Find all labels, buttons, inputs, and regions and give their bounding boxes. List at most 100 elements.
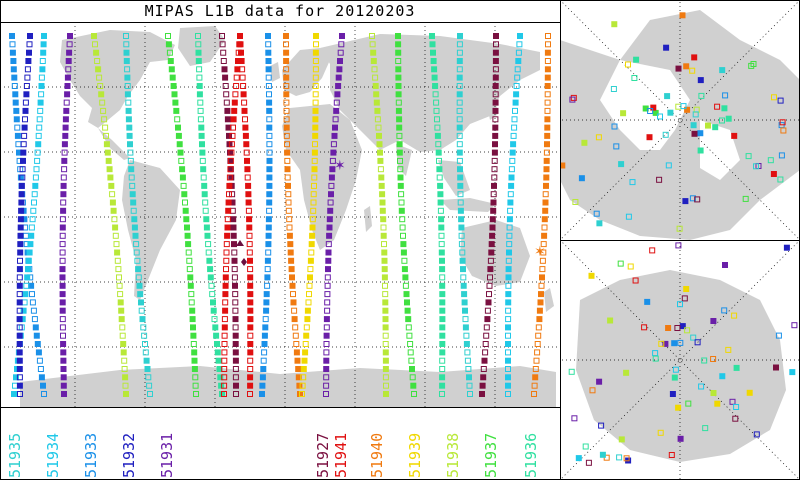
measurement-marker bbox=[458, 241, 465, 248]
measurement-marker bbox=[439, 266, 446, 273]
measurement-marker bbox=[233, 74, 240, 81]
measurement-marker bbox=[247, 324, 254, 331]
measurement-marker bbox=[128, 166, 135, 173]
measurement-marker bbox=[569, 96, 576, 103]
measurement-marker bbox=[245, 207, 252, 214]
measurement-marker bbox=[509, 157, 516, 164]
measurement-marker bbox=[439, 291, 446, 298]
measurement-marker bbox=[307, 257, 314, 264]
measurement-marker bbox=[492, 91, 499, 98]
measurement-marker bbox=[65, 58, 72, 64]
measurement-marker bbox=[266, 199, 273, 206]
measurement-marker bbox=[266, 157, 273, 164]
measurement-marker bbox=[284, 149, 291, 156]
measurement-marker bbox=[508, 174, 515, 181]
measurement-marker bbox=[731, 312, 738, 319]
measurement-marker bbox=[59, 324, 66, 331]
measurement-marker bbox=[17, 257, 23, 264]
measurement-marker bbox=[399, 216, 406, 223]
measurement-marker bbox=[429, 33, 435, 39]
measurement-marker bbox=[29, 291, 35, 298]
measurement-marker bbox=[544, 74, 551, 81]
measurement-marker bbox=[33, 332, 40, 339]
measurement-marker bbox=[646, 134, 653, 141]
measurement-marker bbox=[266, 124, 273, 131]
measurement-marker bbox=[437, 182, 444, 189]
measurement-marker bbox=[380, 224, 387, 231]
measurement-marker bbox=[190, 332, 197, 339]
measurement-marker bbox=[123, 58, 130, 64]
measurement-marker bbox=[244, 174, 251, 181]
measurement-marker bbox=[505, 291, 512, 298]
measurement-marker bbox=[332, 124, 338, 131]
measurement-marker bbox=[373, 91, 380, 98]
measurement-marker bbox=[121, 357, 128, 364]
measurement-marker bbox=[231, 107, 238, 114]
measurement-marker bbox=[283, 83, 290, 89]
measurement-marker bbox=[685, 400, 692, 407]
measurement-marker bbox=[182, 199, 188, 206]
measurement-marker bbox=[247, 332, 254, 339]
measurement-marker bbox=[123, 391, 129, 397]
measurement-marker bbox=[265, 41, 272, 48]
measurement-marker bbox=[395, 41, 402, 48]
measurement-marker bbox=[292, 324, 299, 331]
measurement-marker bbox=[209, 291, 216, 298]
measurement-marker bbox=[208, 282, 215, 289]
measurement-marker bbox=[41, 33, 47, 39]
measurement-marker bbox=[401, 266, 408, 273]
measurement-marker bbox=[196, 74, 203, 81]
measurement-marker bbox=[789, 369, 796, 376]
measurement-marker bbox=[323, 341, 330, 347]
measurement-marker bbox=[231, 249, 238, 256]
measurement-marker bbox=[379, 207, 386, 214]
measurement-marker bbox=[613, 143, 620, 150]
measurement-marker bbox=[328, 182, 335, 189]
measurement-marker bbox=[283, 99, 290, 106]
measurement-marker bbox=[489, 224, 496, 231]
measurement-marker bbox=[230, 232, 237, 239]
measurement-marker bbox=[240, 83, 247, 89]
measurement-marker bbox=[26, 41, 33, 48]
measurement-marker bbox=[677, 435, 684, 442]
measurement-marker bbox=[672, 366, 679, 373]
legend-item: 51940 bbox=[366, 408, 388, 480]
measurement-marker bbox=[677, 301, 683, 308]
measurement-marker bbox=[395, 58, 402, 64]
measurement-marker bbox=[299, 382, 306, 389]
measurement-marker bbox=[339, 33, 345, 39]
measurement-marker bbox=[791, 322, 798, 329]
measurement-marker bbox=[459, 257, 466, 264]
north-polar-map bbox=[560, 0, 800, 240]
measurement-marker bbox=[507, 191, 514, 198]
measurement-marker bbox=[505, 332, 511, 339]
measurement-marker bbox=[664, 93, 671, 100]
measurement-marker bbox=[241, 107, 248, 114]
measurement-marker bbox=[543, 182, 549, 189]
measurement-marker bbox=[309, 232, 316, 239]
measurement-marker bbox=[186, 257, 193, 264]
measurement-marker bbox=[207, 266, 214, 273]
measurement-marker bbox=[536, 316, 543, 323]
grid-line bbox=[560, 240, 800, 480]
measurement-marker bbox=[169, 74, 176, 81]
measurement-marker bbox=[578, 175, 585, 182]
measurement-marker bbox=[93, 49, 100, 56]
measurement-marker bbox=[284, 157, 291, 164]
measurement-marker bbox=[265, 33, 271, 39]
measurement-marker bbox=[291, 307, 298, 314]
measurement-marker bbox=[748, 62, 755, 69]
measurement-marker bbox=[173, 107, 180, 114]
measurement-marker bbox=[542, 207, 549, 214]
measurement-marker bbox=[245, 199, 252, 206]
measurement-marker bbox=[675, 242, 682, 249]
measurement-marker bbox=[112, 232, 119, 239]
measurement-marker bbox=[189, 307, 196, 314]
measurement-marker bbox=[439, 341, 446, 347]
measurement-marker bbox=[222, 307, 229, 314]
measurement-marker bbox=[462, 324, 469, 331]
measurement-marker bbox=[188, 291, 195, 298]
measurement-marker bbox=[488, 249, 495, 256]
measurement-marker bbox=[232, 357, 239, 364]
measurement-marker bbox=[482, 341, 489, 347]
